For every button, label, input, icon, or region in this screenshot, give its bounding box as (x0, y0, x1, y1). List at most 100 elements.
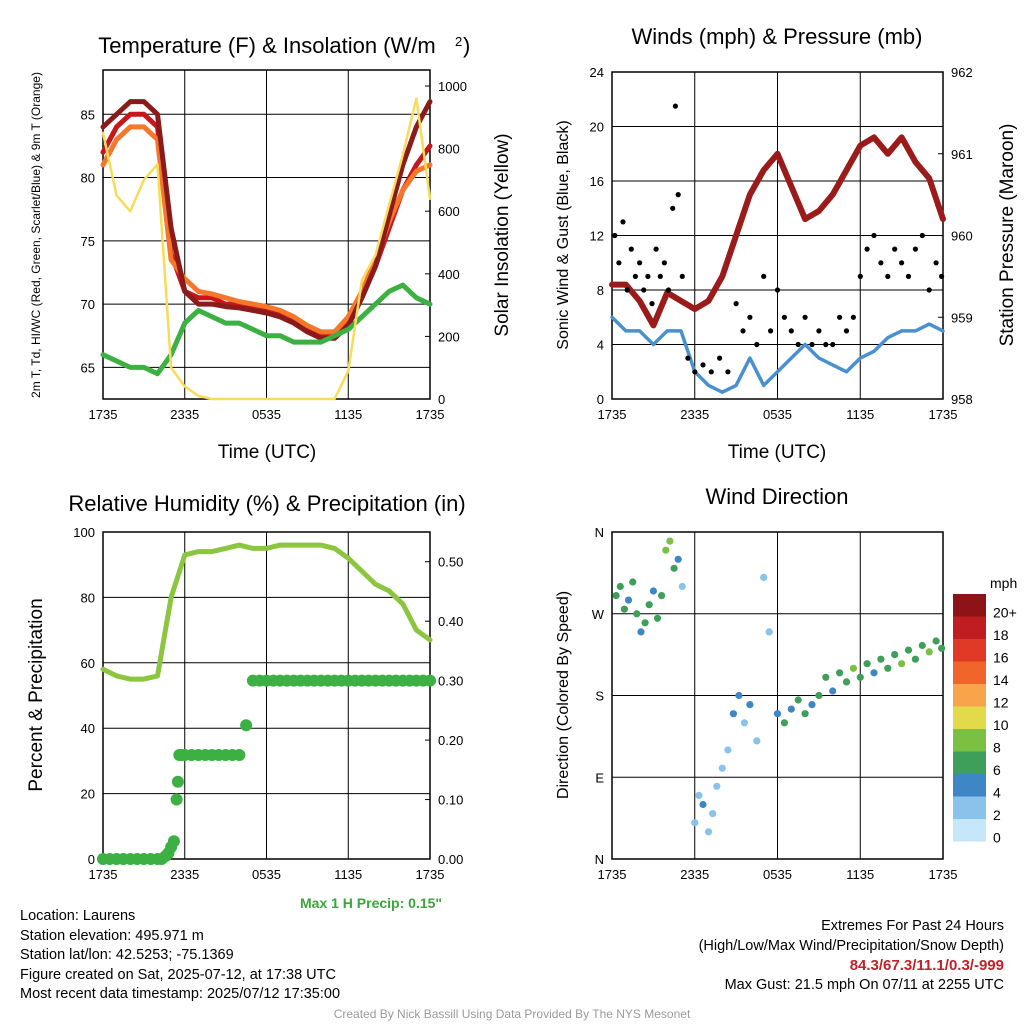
rh-ytick-label: 0 (88, 852, 95, 867)
colorbar-label: 14 (993, 672, 1009, 688)
winds-gust-point (628, 246, 634, 252)
rh-ytick-right-label: 0.30 (438, 674, 463, 689)
winds-gust-point (802, 314, 808, 320)
rh-ytick-label: 100 (73, 525, 95, 540)
winds-series-line-pressure (609, 134, 946, 329)
wdir-point (699, 800, 707, 809)
colorbar-label: 8 (993, 739, 1001, 755)
wdir-xtick-label: 1135 (846, 867, 874, 882)
temp-ytick-label: 65 (81, 360, 95, 375)
wdir-point (911, 655, 920, 663)
winds-gust-point (933, 260, 939, 266)
winds-xtick-label: 2335 (680, 407, 709, 422)
winds-gust-point (857, 273, 863, 279)
temp-ytick-right-label: 1000 (438, 79, 467, 94)
winds-gust-point (616, 260, 622, 266)
temp-ytick-right-label: 600 (438, 204, 460, 219)
winds-gust-point (912, 246, 919, 252)
colorbar-label: 0 (993, 829, 1001, 845)
winds-gust-point (809, 341, 815, 348)
winds-yaxis-right-label: Station Pressure (Maroon) (997, 124, 1018, 347)
rh-ytick-label: 60 (81, 656, 95, 671)
colorbar-swatch (953, 594, 986, 617)
winds-gust-point (679, 273, 685, 279)
rh-plot-frame (102, 531, 431, 860)
wdir-ytick-label: E (595, 770, 604, 785)
winds-gust-point (761, 273, 767, 279)
winds-ytick-right-label: 958 (951, 392, 973, 407)
wdir-point (704, 828, 713, 836)
winds-gust-point (885, 273, 891, 279)
winds-gust-point (665, 287, 672, 293)
wdir-point (653, 614, 662, 622)
colorbar-label: 12 (993, 694, 1009, 710)
winds-gust-point (649, 301, 655, 307)
wdir-plot-frame (611, 531, 944, 860)
colorbar-swatch (953, 706, 986, 729)
wdir-point (729, 710, 738, 718)
winds-chart-title: Winds (mph) & Pressure (mb) (632, 24, 923, 49)
winds-gust-point (740, 328, 746, 334)
winds-gust-point (768, 328, 774, 334)
winds-ytick-label: 20 (590, 120, 604, 135)
winds-xtick-label: 1735 (929, 407, 958, 422)
wdir-chart-title: Wind Direction (705, 484, 848, 509)
wdir-ytick-label: N (595, 525, 604, 540)
winds-gust-point (843, 328, 850, 334)
colorbar-label: 4 (993, 784, 1001, 800)
winds-gust-point (632, 273, 639, 279)
wdir-point (620, 605, 629, 613)
temp-chart-title: Temperature (F) & Insolation (W/m (98, 33, 435, 58)
wdir-point (884, 664, 892, 672)
wdir-xtick-label: 1735 (929, 867, 958, 882)
location-text: Location: Laurens (20, 908, 136, 924)
wdir-point (735, 691, 743, 700)
rh-ytick-label: 40 (81, 721, 95, 736)
colorbar-swatch (953, 661, 986, 684)
winds-ytick-label: 0 (597, 392, 604, 407)
wdir-point (849, 664, 858, 672)
wdir-point (624, 596, 633, 604)
winds-series-line-sonicwind (610, 315, 945, 394)
colorbar-title: mph (990, 575, 1017, 591)
winds-gust-point (864, 246, 870, 252)
rh-ytick-right-label: 0.40 (438, 614, 463, 629)
rh-xtick-label: 2335 (170, 867, 199, 882)
winds-gust-point (926, 287, 932, 293)
wdir-xtick-label: 1735 (598, 867, 627, 882)
temp-ytick-label: 85 (81, 107, 95, 122)
winds-gust-point (692, 369, 698, 375)
winds-plot-frame (611, 71, 944, 400)
credit-text: Created By Nick Bassill Using Data Provi… (333, 1007, 691, 1021)
winds-gust-point (781, 314, 788, 320)
wdir-point (765, 628, 773, 636)
colorbar-swatch (953, 684, 986, 707)
winds-gust-point (837, 314, 843, 320)
winds-xtick-label: 0535 (763, 407, 792, 422)
wdir-point (780, 719, 789, 727)
wdir-ytick-label: N (595, 852, 604, 867)
winds-gust-point (624, 287, 630, 293)
winds-gust-point (816, 328, 822, 334)
wdir-point (612, 592, 620, 600)
rh-yaxis-label: Percent & Precipitation (26, 598, 47, 791)
winds-xtick-label: 1135 (846, 407, 874, 422)
winds-gust-point (899, 260, 905, 266)
wdir-ytick-label: S (595, 689, 604, 704)
winds-gust-point (670, 205, 676, 211)
wdir-point (670, 564, 678, 572)
wdir-point (616, 582, 624, 591)
winds-gust-point (878, 260, 884, 266)
colorbar-label: 16 (993, 649, 1009, 665)
wdir-point (904, 646, 913, 654)
rh-ytick-label: 20 (81, 787, 95, 802)
wdir-point (641, 619, 649, 627)
colorbar-label: 18 (993, 627, 1009, 643)
wdir-point (649, 587, 658, 595)
temp-xaxis-label: Time (UTC) (218, 442, 317, 463)
temp-xtick-label: 1735 (416, 407, 445, 422)
winds-gust-point (661, 260, 668, 266)
winds-gust-point (653, 246, 659, 252)
winds-gust-point (641, 287, 647, 293)
